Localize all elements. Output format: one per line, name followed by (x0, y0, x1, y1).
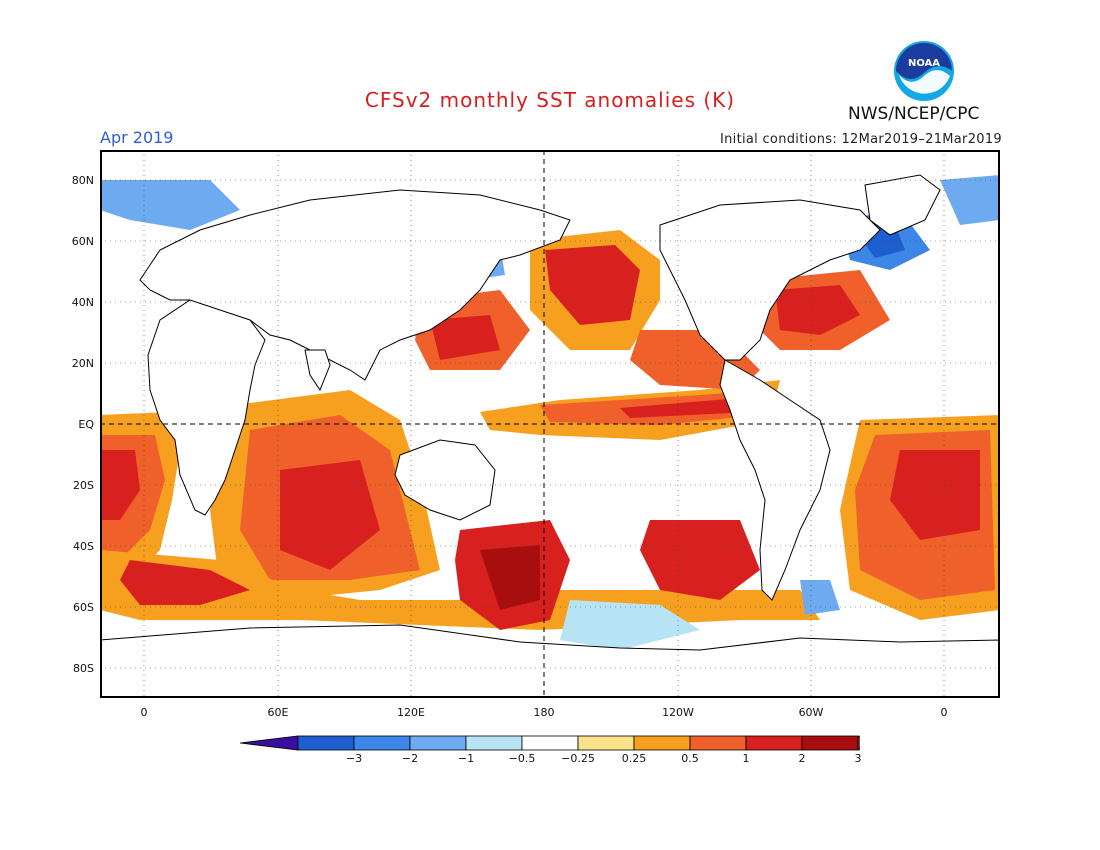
colorbar-segment (521, 735, 579, 751)
lat-label: 20N (71, 357, 94, 370)
colorbar-tick-label: −1 (457, 752, 475, 765)
lon-label: 180 (533, 706, 555, 719)
colorbar-min-arrow (240, 735, 299, 751)
colorbar-segment (465, 735, 523, 751)
valid-month-label: Apr 2019 (100, 128, 174, 147)
initial-conditions-label: Initial conditions: 12Mar2019–21Mar2019 (719, 132, 1002, 147)
agency-label: NWS/NCEP/CPC (848, 104, 980, 124)
colorbar-tick-label: 0.5 (681, 752, 699, 765)
noaa-logo-icon: NOAA (894, 41, 954, 101)
land-masses (100, 174, 1000, 698)
logo-text: NOAA (908, 58, 940, 69)
colorbar-tick-label: −0.25 (561, 752, 595, 765)
lon-label: 60E (267, 706, 289, 719)
map-title: CFSv2 monthly SST anomalies (K) (364, 88, 736, 112)
lat-label: 60S (73, 601, 94, 614)
colorbar-segment (409, 735, 467, 751)
colorbar-tick-label: 2 (798, 752, 806, 765)
lon-label: 120E (397, 706, 425, 719)
colorbar-max-arrow (857, 735, 860, 751)
lon-label: 0 (140, 706, 148, 719)
colorbar-tick-label: 3 (854, 752, 862, 765)
lat-label: 80N (71, 174, 94, 187)
colorbar-segment (577, 735, 635, 751)
colorbar-segment (633, 735, 691, 751)
sst-anomaly-map (100, 150, 1000, 698)
colorbar-tick-label: −2 (401, 752, 419, 765)
anomaly-field (100, 175, 1000, 650)
lat-label: 20S (73, 479, 94, 492)
lat-label: 40N (71, 296, 94, 309)
colorbar-tick-label: 0.25 (621, 752, 647, 765)
colorbar (240, 735, 860, 751)
colorbar-segment (297, 735, 355, 751)
map-canvas (100, 150, 1000, 698)
map-frame (100, 150, 1000, 698)
colorbar-tick-label: −3 (345, 752, 363, 765)
lon-label: 0 (940, 706, 948, 719)
lat-label: 80S (73, 662, 94, 675)
colorbar-tick-label: −0.5 (508, 752, 536, 765)
lon-label: 120W (662, 706, 694, 719)
lat-label: 40S (73, 540, 94, 553)
lon-label: 60W (798, 706, 824, 719)
lat-label: EQ (78, 418, 94, 431)
colorbar-tick-label: 1 (742, 752, 750, 765)
colorbar-segment (745, 735, 803, 751)
lat-label: 60N (71, 235, 94, 248)
grid-lines (100, 150, 1000, 698)
colorbar-segment (689, 735, 747, 751)
colorbar-segment (353, 735, 411, 751)
colorbar-segment (801, 735, 859, 751)
